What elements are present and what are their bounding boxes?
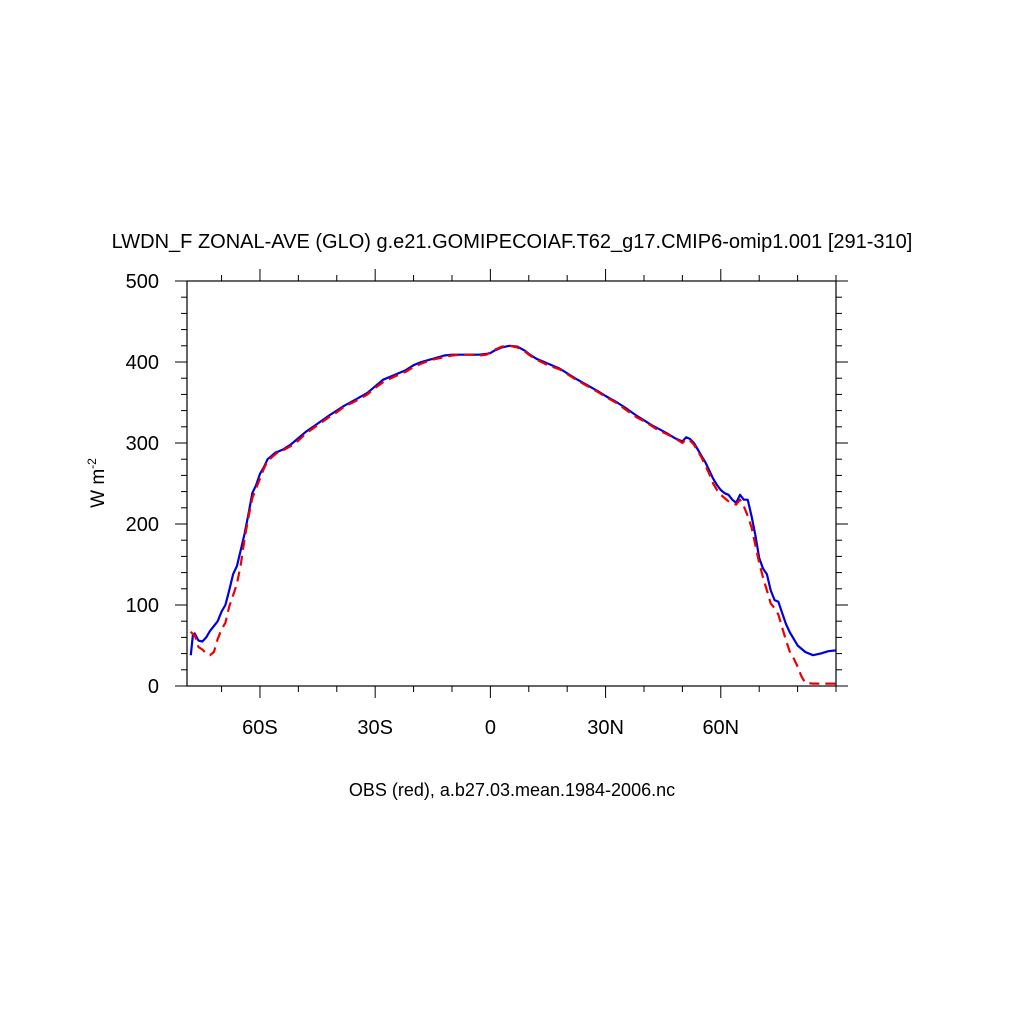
y-axis-label-superscript: -2 — [85, 458, 99, 469]
x-tick-label: 30S — [357, 717, 393, 739]
plot-frame — [186, 280, 837, 687]
x-tick-label: 60N — [702, 717, 739, 739]
y-tick-label: 200 — [126, 514, 159, 536]
x-axis-label: OBS (red), a.b27.03.mean.1984-2006.nc — [349, 780, 675, 800]
x-tick-label: 30N — [587, 717, 624, 739]
chart-title: LWDN_F ZONAL-AVE (GLO) g.e21.GOMIPECOIAF… — [112, 231, 913, 253]
y-tick-label: 500 — [126, 271, 159, 293]
y-tick-label: 300 — [126, 433, 159, 455]
x-tick-label: 60S — [242, 717, 278, 739]
x-axis-ticks: 60S 30S 0 30N 60N — [221, 269, 837, 739]
x-tick-label: 0 — [485, 717, 496, 739]
y-tick-label: 100 — [126, 595, 159, 617]
obs-series-line — [189, 344, 836, 685]
y-axis-label: W m-2 — [85, 458, 109, 508]
y-axis-ticks: 0 100 200 300 400 500 — [126, 271, 848, 698]
y-tick-label: 400 — [126, 352, 159, 374]
y-axis-label-main: W m — [88, 469, 109, 508]
series-layer — [189, 344, 837, 685]
y-tick-label: 0 — [148, 676, 159, 698]
model-series-line — [189, 344, 837, 657]
